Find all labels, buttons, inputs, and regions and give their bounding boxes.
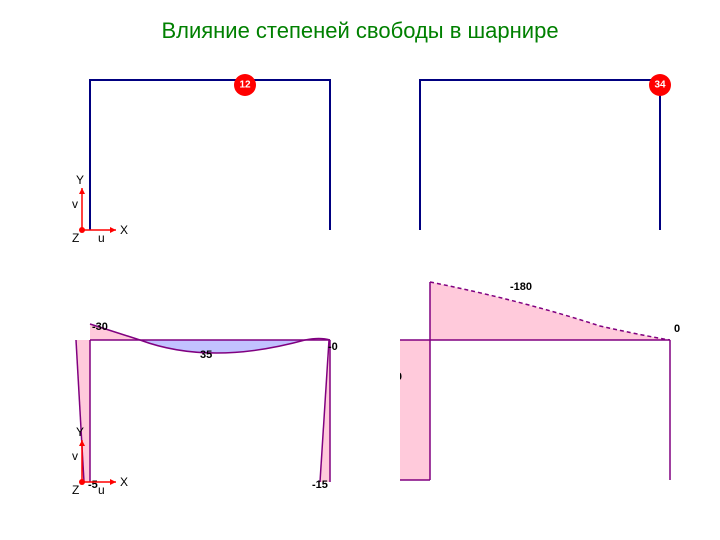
val-r-top: -0 — [328, 341, 338, 353]
left-col-pink — [400, 340, 430, 480]
frame-shape — [420, 80, 660, 230]
axis-label-u: u — [98, 483, 105, 497]
axis-label-v: v — [72, 197, 78, 211]
axis-label-z: Z — [72, 483, 79, 497]
origin-dot — [79, 227, 85, 233]
panel-bottom-left: -30 35 -0 -5 -15 Z X Y u v — [70, 310, 350, 520]
axis-label-y: Y — [76, 173, 84, 187]
axis-label-u: u — [98, 231, 105, 245]
panel-bottom-right: -180 0 -180 — [400, 280, 690, 520]
node-badge-label: 12 — [239, 80, 251, 91]
axis-label-z: Z — [72, 231, 79, 245]
axis-label-y: Y — [76, 425, 84, 439]
beam-pink — [430, 282, 670, 340]
coord-system: Z X Y u v — [72, 425, 128, 497]
val-r-top: 0 — [674, 323, 680, 335]
axis-label-x: X — [120, 223, 128, 237]
val-mid: 35 — [200, 349, 212, 361]
frame-shape — [90, 80, 330, 230]
val-l-top: -30 — [92, 321, 108, 333]
page-title: Влияние степеней свободы в шарнире — [0, 18, 720, 44]
val-l-bot: -5 — [88, 479, 98, 491]
node-badge-label: 34 — [654, 80, 666, 91]
val-l-side: -180 — [400, 371, 402, 383]
val-l-top: -180 — [510, 281, 532, 293]
panel-top-right: 34 — [400, 70, 680, 270]
axis-label-v: v — [72, 449, 78, 463]
axis-label-x: X — [120, 475, 128, 489]
coord-system: Z X Y u v — [72, 173, 128, 245]
panel-top-left: 12 Z X Y u v — [70, 70, 350, 270]
val-r-bot: -15 — [312, 479, 328, 491]
